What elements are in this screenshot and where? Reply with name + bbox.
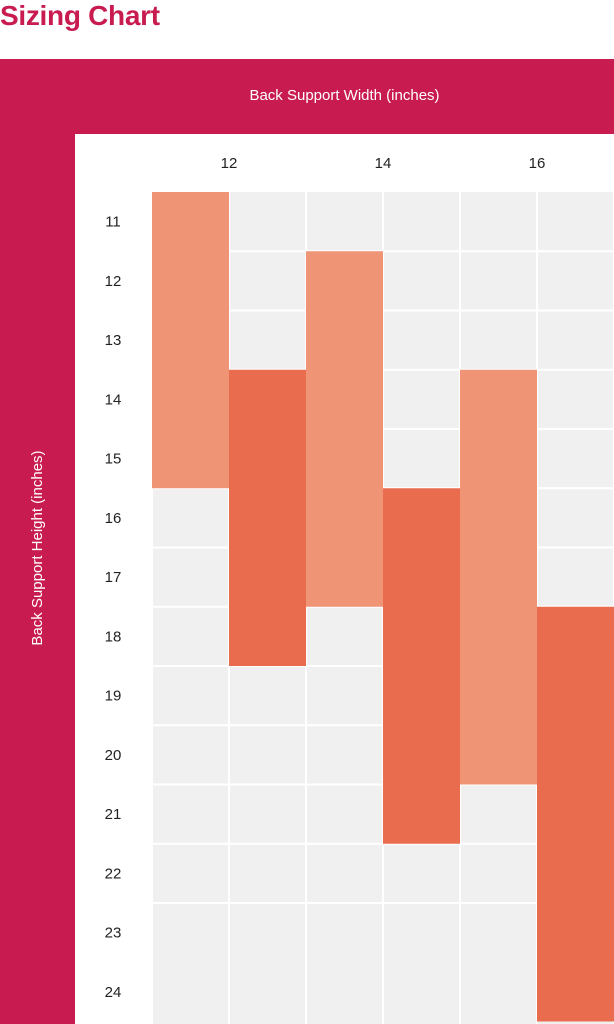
y-tick-label: 12 — [105, 273, 122, 290]
y-tick-label: 19 — [105, 688, 122, 705]
size-range-bar — [152, 192, 229, 489]
x-axis-title: Back Support Width (inches) — [249, 87, 440, 104]
size-range-bar — [460, 369, 537, 785]
y-axis-header-band — [0, 59, 75, 1024]
y-tick-label: 23 — [105, 925, 122, 942]
y-tick-label: 16 — [105, 510, 122, 527]
size-range-bar — [229, 369, 306, 666]
x-tick-label: 14 — [375, 155, 392, 172]
y-tick-label: 18 — [105, 628, 122, 645]
y-tick-label: 17 — [105, 569, 122, 586]
y-tick-label: 13 — [105, 332, 122, 349]
y-tick-label: 21 — [105, 806, 122, 823]
x-tick-label: 16 — [529, 155, 546, 172]
y-tick-label: 20 — [105, 747, 122, 764]
y-tick-label: 24 — [105, 984, 122, 1001]
size-range-bar — [537, 606, 614, 1022]
x-axis-header-band — [0, 59, 614, 134]
y-tick-label: 14 — [105, 391, 122, 408]
y-tick-label: 15 — [105, 451, 122, 468]
y-tick-label: 11 — [105, 214, 121, 231]
chart-title: Sizing Chart — [0, 0, 160, 31]
size-range-bar — [306, 251, 383, 607]
x-tick-label: 12 — [221, 155, 238, 172]
y-tick-label: 22 — [105, 865, 122, 882]
size-range-bar — [383, 488, 460, 844]
